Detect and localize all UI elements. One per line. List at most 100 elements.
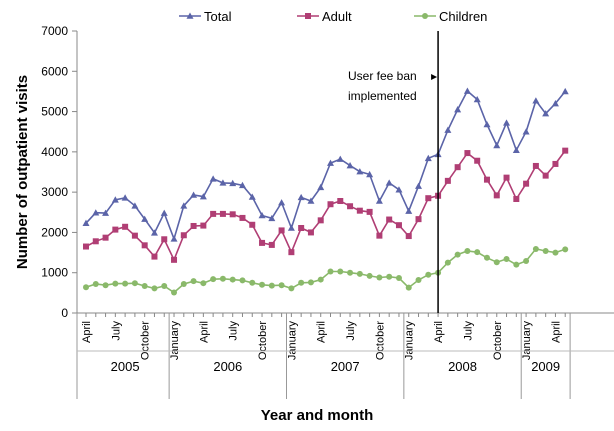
data-point [415,216,422,223]
legend-marker [422,13,428,19]
data-point [298,279,305,286]
data-point [122,280,129,287]
data-point [503,119,511,126]
y-tick-label: 4000 [41,145,68,159]
data-point [122,223,129,230]
data-point [464,150,471,157]
data-point [493,259,500,266]
annotation-text-line1: User fee ban [348,69,417,83]
data-point [141,215,149,222]
axes: 0 1000 2000 3000 4000 5000 6000 7000 April July Oc… [41,24,614,399]
data-point [298,224,305,231]
data-point [415,276,422,283]
data-point [239,214,246,221]
data-point [395,186,403,193]
data-point [190,191,198,198]
x-tick-label: April [433,321,445,343]
data-point [248,193,256,200]
data-point [151,253,158,260]
data-point [347,203,354,210]
data-point [209,175,217,182]
data-point [375,197,383,204]
data-point [219,179,227,186]
data-point [483,254,490,261]
annotation-layer: User fee ban implemented [348,31,439,313]
x-tick-label: April [550,321,562,343]
x-axis-label: Year and month [261,407,374,424]
x-tick-label: October [492,321,504,360]
legend-item-children: Children [414,9,487,24]
x-tick-label: January [404,321,416,361]
data-point [347,269,354,276]
data-point [405,284,412,291]
data-point [160,209,168,216]
data-point [259,281,266,288]
data-point [542,172,549,179]
data-point [151,285,158,292]
data-point [551,100,559,107]
y-tick-label: 0 [61,306,68,320]
x-tick-label: October [140,321,152,360]
data-point [473,95,481,103]
data-point [356,270,363,277]
data-point [199,193,207,200]
data-point [376,274,383,281]
data-point [523,180,530,187]
data-point [190,278,197,285]
data-point [474,249,481,256]
y-tick-label: 7000 [41,24,68,38]
data-point [180,232,187,239]
year-label: 2007 [331,359,360,374]
data-point [366,170,374,178]
data-point [444,126,452,133]
data-point [112,280,119,287]
data-point [259,239,266,246]
data-point [150,229,158,236]
data-point [542,247,549,254]
data-point [200,222,207,229]
data-point [121,194,129,201]
data-point [297,193,305,201]
annotation-text-line2: implemented [348,89,417,103]
data-point [337,268,344,275]
x-tick-label: October [374,321,386,360]
data-point [92,280,99,287]
series-total [82,87,569,242]
data-point [562,246,569,253]
data-point [180,280,187,287]
data-point [395,222,402,229]
x-tick-label: January [286,321,298,361]
data-point [317,276,324,283]
data-point [83,284,89,291]
data-point [239,277,246,284]
data-point [454,106,462,113]
x-tick-label: April [81,321,93,343]
y-tick-label: 1000 [41,266,68,280]
data-point [200,280,207,287]
data-point [376,232,383,239]
data-point [366,272,373,279]
y-axis-label: Number of outpatient visits [14,75,31,269]
data-point [268,214,276,222]
data-point [327,159,334,166]
data-point [131,280,138,287]
data-point [454,164,461,171]
data-point [131,232,138,239]
data-point [141,242,148,249]
series-adult [83,147,569,263]
data-point [238,181,246,189]
data-point [317,183,325,191]
data-point [278,199,286,206]
data-point [405,207,413,214]
data-point [444,177,451,184]
x-tick-label: January [169,321,181,361]
data-point [219,275,226,282]
data-point [532,245,539,252]
data-point [229,276,236,283]
data-point [92,209,100,216]
x-tick-label: July [110,321,122,341]
data-point [454,251,461,258]
data-point [92,238,99,245]
data-point [346,162,354,169]
